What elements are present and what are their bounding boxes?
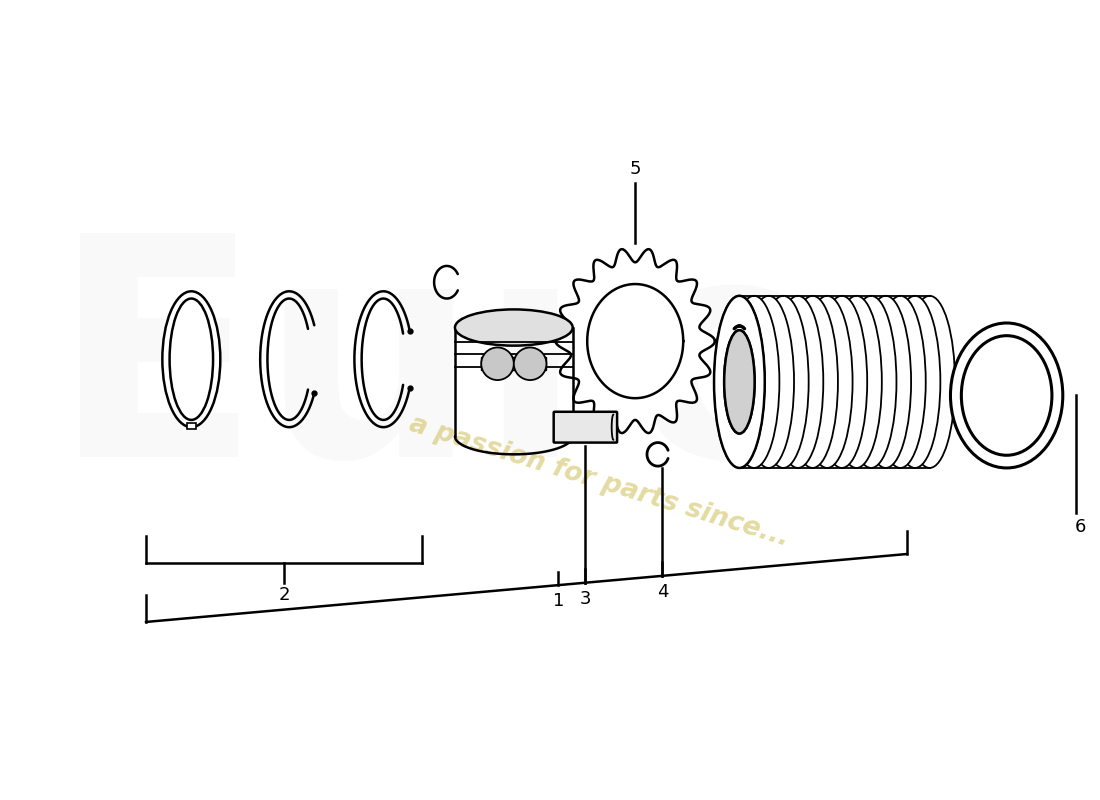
Ellipse shape bbox=[744, 296, 794, 468]
Ellipse shape bbox=[832, 296, 882, 468]
Ellipse shape bbox=[874, 296, 926, 468]
Bar bbox=[481, 358, 547, 370]
Ellipse shape bbox=[816, 296, 867, 468]
Text: 4: 4 bbox=[657, 583, 668, 601]
Ellipse shape bbox=[724, 330, 755, 434]
Text: 3: 3 bbox=[580, 590, 591, 608]
Ellipse shape bbox=[169, 298, 213, 420]
Ellipse shape bbox=[455, 310, 573, 346]
Ellipse shape bbox=[890, 296, 940, 468]
Ellipse shape bbox=[904, 296, 955, 468]
Text: 5: 5 bbox=[629, 160, 641, 178]
Ellipse shape bbox=[728, 296, 780, 468]
Ellipse shape bbox=[714, 296, 764, 468]
Bar bbox=[187, 422, 196, 429]
Ellipse shape bbox=[950, 323, 1063, 468]
Ellipse shape bbox=[860, 296, 911, 468]
Ellipse shape bbox=[961, 336, 1052, 455]
Ellipse shape bbox=[724, 330, 755, 434]
Ellipse shape bbox=[481, 347, 514, 380]
Text: Euro: Euro bbox=[52, 224, 838, 522]
Polygon shape bbox=[556, 249, 715, 433]
Ellipse shape bbox=[163, 291, 220, 427]
Text: 1: 1 bbox=[552, 593, 564, 610]
Ellipse shape bbox=[772, 296, 823, 468]
Text: 6: 6 bbox=[1075, 518, 1087, 536]
Ellipse shape bbox=[846, 296, 896, 468]
Ellipse shape bbox=[514, 347, 547, 380]
Text: a passion for parts since...: a passion for parts since... bbox=[406, 411, 792, 552]
Ellipse shape bbox=[802, 296, 852, 468]
Text: 2: 2 bbox=[278, 586, 290, 604]
Ellipse shape bbox=[788, 296, 838, 468]
Ellipse shape bbox=[758, 296, 808, 468]
Ellipse shape bbox=[714, 296, 764, 468]
FancyBboxPatch shape bbox=[553, 412, 617, 442]
